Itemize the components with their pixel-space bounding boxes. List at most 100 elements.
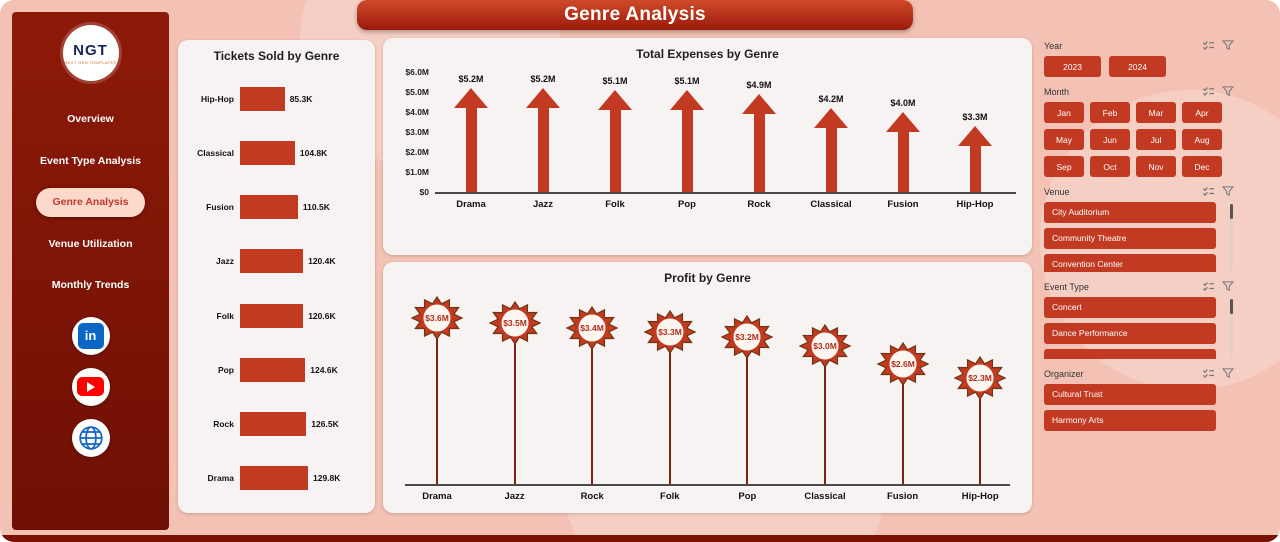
filter-icon[interactable] — [1222, 40, 1234, 51]
logo-subtext: NEXT GEN TEMPLATES — [64, 59, 117, 65]
slicer-option-apr[interactable]: Apr — [1182, 102, 1222, 123]
profit-stem — [436, 318, 438, 484]
scrollbar-thumb[interactable] — [1230, 299, 1233, 314]
sidebar-item-venue-utilization[interactable]: Venue Utilization — [48, 237, 133, 250]
expense-value-label: $3.3M — [962, 112, 988, 122]
sidebar: NGT NEXT GEN TEMPLATES Overview Event Typ… — [12, 12, 169, 530]
slicer-option-community-theatre[interactable]: Community Theatre — [1044, 228, 1216, 249]
ticket-bar-row: Fusion 110.5K — [186, 195, 373, 220]
arrow-head-icon — [454, 88, 488, 108]
total-expenses-panel: Total Expenses by Genre $6.0M $5.0M $4.0M $… — [383, 38, 1032, 255]
ticket-bar[interactable] — [240, 249, 304, 274]
profit-star-badge[interactable]: $3.2M — [721, 314, 774, 359]
expense-arrow[interactable] — [814, 108, 848, 192]
profit-star-badge[interactable]: $3.4M — [566, 305, 619, 350]
profit-star-badge[interactable]: $2.6M — [876, 342, 929, 387]
slicer-option-mar[interactable]: Mar — [1136, 102, 1176, 123]
sidebar-item-monthly-trends[interactable]: Monthly Trends — [51, 279, 130, 292]
expense-arrow[interactable] — [670, 90, 704, 192]
slicer-option-nov[interactable]: Nov — [1136, 156, 1176, 177]
scrollbar-track[interactable] — [1230, 299, 1233, 357]
slicer-option-2024[interactable]: 2024 — [1109, 56, 1166, 77]
slicer-option-sep[interactable]: Sep — [1044, 156, 1084, 177]
filter-icon[interactable] — [1222, 186, 1234, 197]
ticket-bar-row: Jazz 120.4K — [186, 249, 373, 274]
sidebar-item-event-type-analysis[interactable]: Event Type Analysis — [40, 154, 141, 167]
arrow-stem — [537, 108, 549, 192]
arrow-head-icon — [886, 112, 920, 132]
expense-arrow[interactable] — [598, 90, 632, 192]
sidebar-item-overview[interactable]: Overview — [67, 113, 114, 125]
slicer-header-icons — [1202, 86, 1234, 97]
expense-arrow[interactable] — [526, 88, 560, 192]
select-all-icon[interactable] — [1202, 40, 1215, 51]
arrow-head-icon — [814, 108, 848, 128]
slicer-option-jan[interactable]: Jan — [1044, 102, 1084, 123]
profit-panel: Profit by Genre $3.6M Drama $3.5M Jazz $3.… — [383, 262, 1032, 513]
slicer-header-icons — [1202, 40, 1234, 51]
profit-star-badge[interactable]: $3.3M — [643, 310, 696, 355]
ticket-bar[interactable] — [240, 465, 308, 490]
slicer-option-city-auditorium[interactable]: City Auditorium — [1044, 202, 1216, 223]
slicer-option-harmony-arts[interactable]: Harmony Arts — [1044, 410, 1216, 431]
panel-title: Tickets Sold by Genre — [213, 49, 340, 63]
slicer-event-type: Event Type Concert Dance Performance — [1044, 281, 1234, 359]
slicer-year: Year 2023 2024 — [1044, 40, 1234, 77]
slicer-option-dec[interactable]: Dec — [1182, 156, 1222, 177]
ticket-bar[interactable] — [240, 195, 298, 220]
ticket-category-label: Hip-Hop — [200, 94, 234, 105]
ticket-bar[interactable] — [240, 87, 285, 112]
select-all-icon[interactable] — [1202, 186, 1215, 197]
profit-category-label: Jazz — [504, 491, 525, 502]
profit-category-label: Rock — [580, 491, 604, 502]
svg-text:$3.2M: $3.2M — [736, 332, 760, 342]
slicer-option-2023[interactable]: 2023 — [1044, 56, 1101, 77]
profit-star-badge[interactable]: $3.0M — [799, 324, 851, 368]
slicer-header: Event Type — [1044, 281, 1234, 292]
expense-value-label: $4.2M — [818, 94, 844, 104]
scrollbar-thumb[interactable] — [1230, 204, 1233, 219]
expense-arrow[interactable] — [454, 88, 488, 192]
ticket-bar[interactable] — [240, 303, 304, 328]
expense-arrow[interactable] — [742, 94, 776, 192]
filter-icon[interactable] — [1222, 281, 1234, 292]
expense-arrow[interactable] — [886, 112, 920, 192]
youtube-icon[interactable] — [71, 367, 110, 406]
slicer-option-aug[interactable]: Aug — [1182, 129, 1222, 150]
scrollbar-track[interactable] — [1230, 204, 1233, 270]
ticket-value-label: 126.5K — [311, 418, 339, 429]
sidebar-item-genre-analysis[interactable]: Genre Analysis — [36, 188, 145, 217]
ticket-category-label: Drama — [207, 472, 234, 483]
expense-category-label: Fusion — [887, 199, 919, 210]
globe-icon[interactable] — [71, 418, 110, 457]
slicer-option-dance-performance[interactable]: Dance Performance — [1044, 323, 1216, 344]
select-all-icon[interactable] — [1202, 281, 1215, 292]
expense-arrow[interactable] — [958, 126, 992, 192]
x-axis-line — [405, 484, 1010, 486]
select-all-icon[interactable] — [1202, 86, 1215, 97]
expense-value-label: $4.0M — [890, 98, 916, 108]
slicer-option-convention-center[interactable]: Convention Center — [1044, 254, 1216, 272]
slicer-option-concert[interactable]: Concert — [1044, 297, 1216, 318]
slicer-option-jul[interactable]: Jul — [1136, 129, 1176, 150]
ticket-bar[interactable] — [240, 357, 306, 382]
select-all-icon[interactable] — [1202, 368, 1215, 379]
expense-category-label: Hip-Hop — [956, 199, 994, 210]
profit-star-badge[interactable]: $3.5M — [488, 301, 541, 345]
ngt-logo: NGT NEXT GEN TEMPLATES — [62, 25, 119, 81]
slicer-venue: Venue City Auditorium Community Theatre Co… — [1044, 186, 1234, 272]
arrow-stem — [969, 146, 981, 192]
slicer-option-cultural-trust[interactable]: Cultural Trust — [1044, 384, 1216, 405]
profit-star-badge[interactable]: $3.6M — [411, 296, 463, 341]
filter-icon[interactable] — [1222, 368, 1234, 379]
slicer-option-may[interactable]: May — [1044, 129, 1084, 150]
slicer-option-partial[interactable] — [1044, 349, 1216, 359]
ticket-bar[interactable] — [240, 141, 295, 166]
linkedin-icon[interactable]: in — [71, 316, 110, 355]
filter-icon[interactable] — [1222, 86, 1234, 97]
slicer-option-jun[interactable]: Jun — [1090, 129, 1130, 150]
profit-star-badge[interactable]: $2.3M — [954, 356, 1007, 401]
slicer-option-oct[interactable]: Oct — [1090, 156, 1130, 177]
slicer-option-feb[interactable]: Feb — [1090, 102, 1130, 123]
ticket-bar[interactable] — [240, 411, 307, 436]
